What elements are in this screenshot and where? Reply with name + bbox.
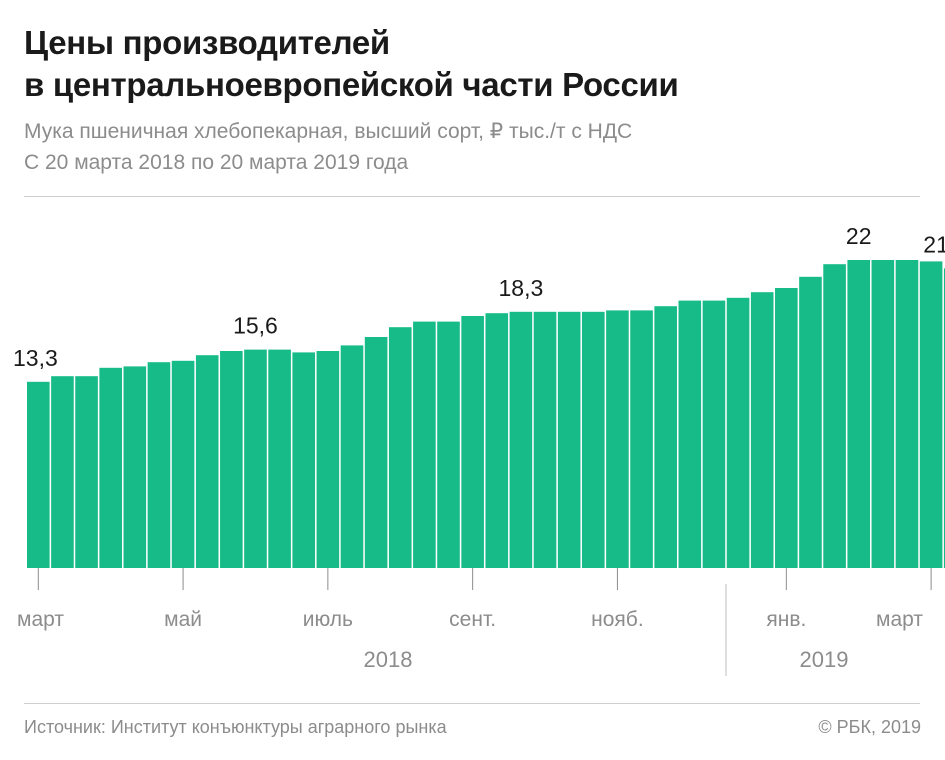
bar [388, 327, 412, 568]
bar [606, 310, 629, 568]
bar [99, 367, 122, 568]
bar [195, 355, 219, 568]
bar [557, 311, 581, 568]
bar [364, 337, 388, 568]
bar [244, 349, 267, 568]
data-label: 22 [846, 223, 872, 249]
bar [147, 362, 171, 568]
x-tick-label: янв. [766, 608, 806, 631]
x-tick-label: сент. [449, 608, 496, 631]
bar [533, 311, 557, 568]
bar [51, 376, 74, 568]
data-label: 13,3 [13, 345, 58, 371]
copyright: © РБК, 2019 [818, 717, 921, 737]
bar [75, 376, 98, 568]
bar [509, 311, 533, 568]
bar [726, 297, 750, 568]
bottom-divider [24, 703, 920, 704]
bar [581, 311, 605, 568]
top-divider [24, 196, 920, 197]
bar [27, 381, 50, 568]
bar [413, 321, 436, 568]
bar [823, 264, 846, 568]
bar [123, 366, 147, 568]
x-tick-label: март [876, 608, 923, 631]
year-label: 2019 [800, 647, 849, 672]
bar [847, 260, 871, 568]
bar [702, 300, 726, 568]
chart-subtitle-line2: С 20 марта 2018 по 20 марта 2019 года [24, 151, 409, 174]
bar [220, 351, 243, 568]
bar [678, 300, 702, 568]
bar [871, 260, 895, 568]
chart-title-line1: Цены производителей [24, 24, 390, 61]
bar [750, 292, 774, 568]
year-label: 2018 [364, 647, 413, 672]
bar [268, 349, 291, 568]
data-label: 15,6 [233, 313, 278, 339]
x-tick-label: май [164, 608, 202, 631]
bar [292, 352, 316, 568]
bar-chart: 13,3 15,6 18,3 22 21,4 март май июль сент. нояб. я… [13, 223, 945, 676]
source-note: Источник: Институт конъюнктуры аграрного… [24, 717, 447, 737]
bar [895, 260, 919, 568]
data-label: 18,3 [499, 275, 544, 301]
bar [340, 345, 364, 568]
bar [630, 310, 653, 568]
chart-subtitle: Мука пшеничная хлебопекарная, высший сор… [24, 116, 924, 178]
x-tick-label: март [17, 608, 64, 631]
bar [775, 288, 798, 568]
x-tick-label: июль [303, 608, 353, 631]
bar [316, 351, 340, 568]
chart-title-line2: в центральноевропейской части России [24, 66, 679, 103]
x-tick-label: нояб. [591, 608, 644, 631]
bar [919, 261, 943, 568]
bar [437, 321, 460, 568]
data-label: 21,4 [923, 231, 945, 257]
bar [943, 268, 945, 568]
bar [171, 360, 195, 568]
chart-title: Цены производителей в центральноевропейс… [24, 22, 924, 106]
chart-subtitle-line1: Мука пшеничная хлебопекарная, высший сор… [24, 120, 633, 143]
bar [485, 313, 509, 568]
bar [461, 316, 484, 568]
bar [799, 276, 822, 568]
bar [654, 306, 677, 568]
